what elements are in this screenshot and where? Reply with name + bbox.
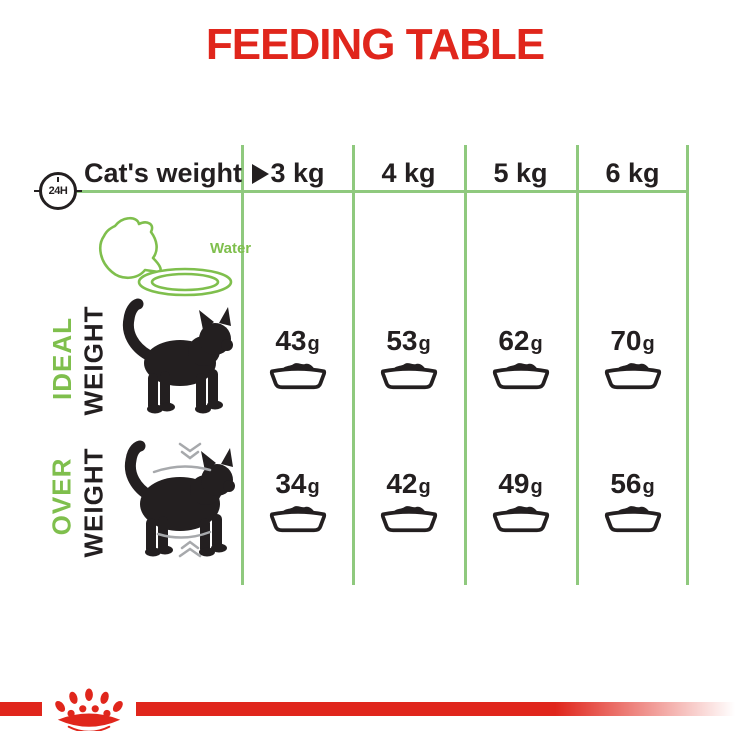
page-title: FEEDING TABLE [205, 20, 545, 69]
amount-unit: g [642, 333, 655, 355]
amount-value: 49 [498, 468, 530, 499]
clock-tick-right [75, 190, 82, 192]
food-bowl-icon [380, 506, 437, 533]
footer-band-right [136, 702, 735, 716]
amount-unit: g [642, 476, 655, 498]
clock-tick-left [34, 190, 41, 192]
feed-cell-over-4kg: 42 g [353, 470, 464, 534]
feed-cell-ideal-4kg: 53 g [353, 327, 464, 391]
cats-weight-label: Cat's weight [84, 158, 242, 188]
grid-vline-4 [576, 145, 579, 585]
food-bowl-icon [604, 363, 661, 390]
cats-weight-header: Cat's weight [84, 158, 269, 189]
grid-vline-5 [686, 145, 689, 585]
amount-value: 42 [386, 468, 418, 499]
feed-cell-ideal-3kg: 43 g [242, 327, 353, 391]
ideal-weight-cat-icon [122, 298, 233, 414]
water-jug-and-bowl-icon [98, 216, 233, 297]
amount-unit: g [530, 333, 543, 355]
feed-cell-over-6kg: 56 g [577, 470, 688, 534]
food-bowl-icon [380, 363, 437, 390]
right-arrow-icon [251, 163, 269, 184]
grid-hline-header [77, 190, 689, 193]
amount-value: 56 [610, 468, 642, 499]
column-header-6kg: 6 kg [605, 158, 660, 188]
cat-tail [124, 440, 156, 502]
amount-value: 70 [610, 325, 642, 356]
amount-unit: g [307, 476, 320, 498]
water-jug-outline [98, 216, 162, 280]
column-header-5kg: 5 kg [493, 158, 548, 188]
feed-cell-over-5kg: 49 g [465, 470, 576, 534]
amount-unit: g [307, 333, 320, 355]
clock-tick-top [57, 177, 59, 182]
column-header-4kg: 4 kg [381, 158, 436, 188]
food-bowl-icon [269, 363, 326, 390]
food-bowl-icon [269, 506, 326, 533]
amount-value: 53 [386, 325, 418, 356]
clock-label: 24H [48, 185, 68, 197]
grid-vline-1 [241, 145, 244, 585]
grid-vline-2 [352, 145, 355, 585]
amount-unit: g [418, 333, 431, 355]
column-header-3kg: 3 kg [270, 158, 325, 188]
amount-value: 34 [275, 468, 307, 499]
water-label: Water [210, 240, 252, 257]
feed-cell-ideal-5kg: 62 g [465, 327, 576, 391]
footer-band-left [0, 702, 42, 716]
amount-value: 43 [275, 325, 307, 356]
food-bowl-icon [492, 363, 549, 390]
amount-value: 62 [498, 325, 530, 356]
royal-canin-crown-logo [55, 688, 123, 731]
over-weight-cat-icon [124, 440, 235, 558]
food-bowl-icon [604, 506, 661, 533]
food-bowl-icon [492, 506, 549, 533]
feed-cell-over-3kg: 34 g [242, 470, 353, 534]
amount-unit: g [530, 476, 543, 498]
water-dish-inner [150, 272, 220, 292]
amount-unit: g [418, 476, 431, 498]
grid-vline-3 [464, 145, 467, 585]
feed-cell-ideal-6kg: 70 g [577, 327, 688, 391]
cat-tail [122, 298, 154, 361]
overweight-squeeze-marks [152, 442, 212, 558]
